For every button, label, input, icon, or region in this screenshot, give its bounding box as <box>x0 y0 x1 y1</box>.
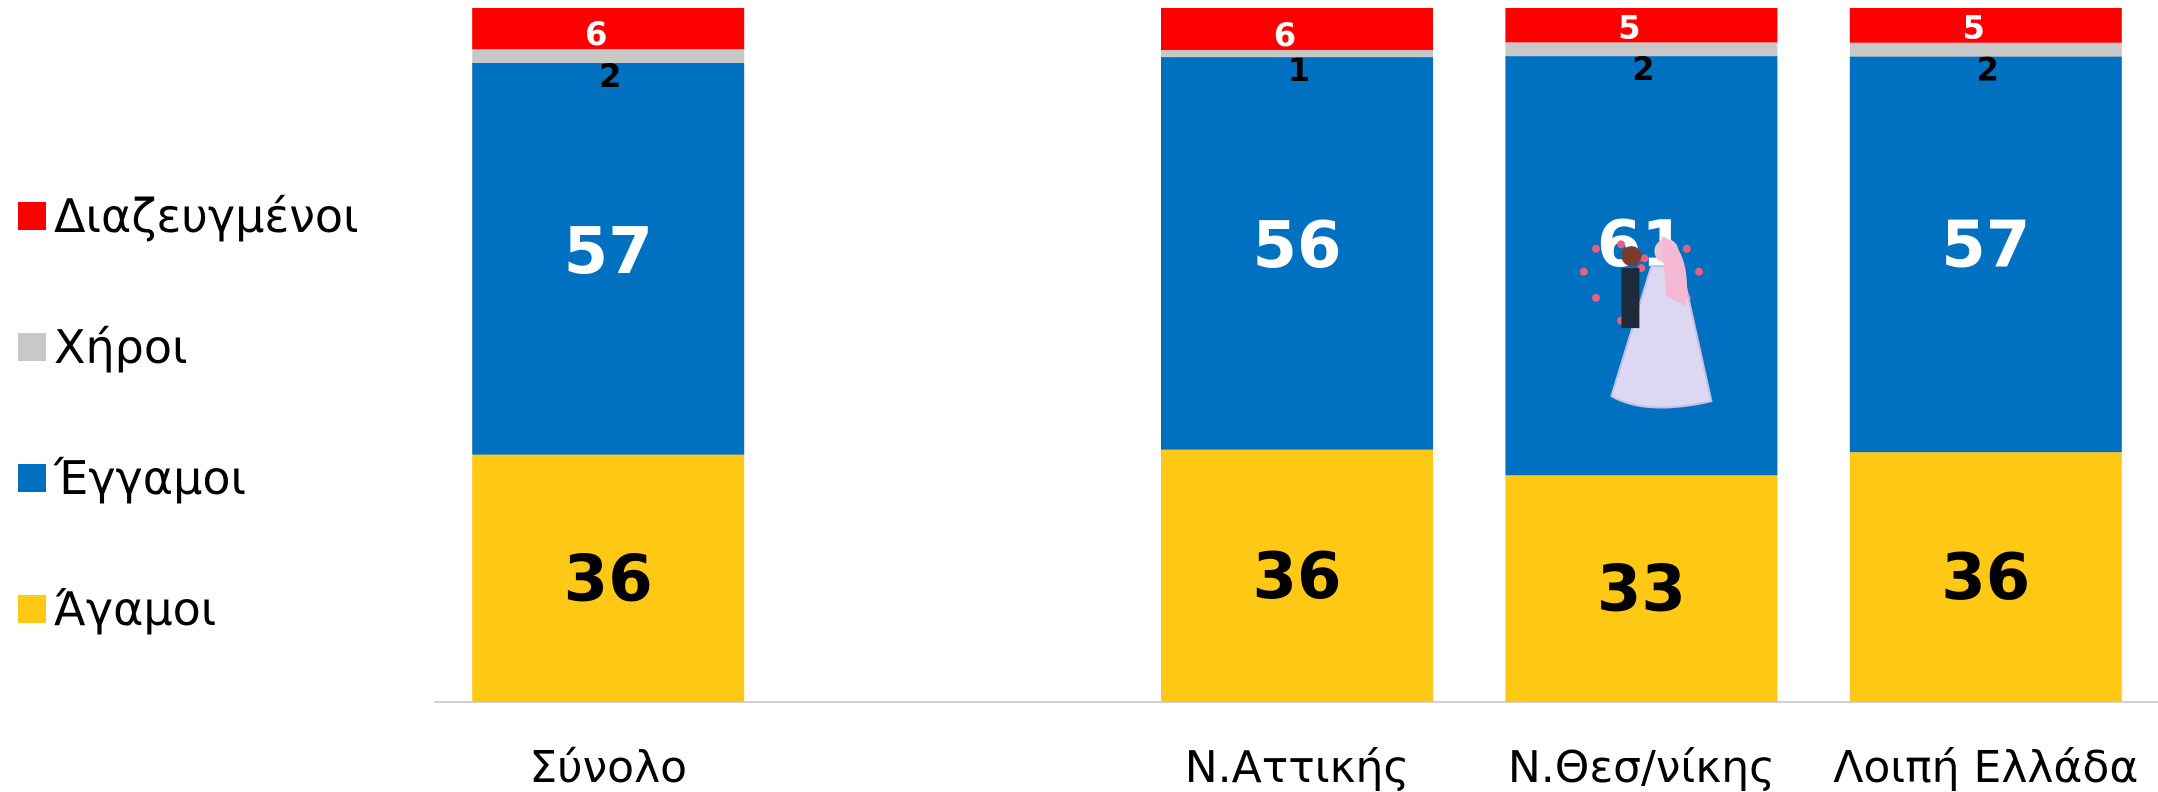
wedding-couple-icon <box>1579 236 1713 409</box>
legend-label-divorced: Διαζευγμένοι <box>54 188 359 243</box>
legend-swatch-widowed <box>18 332 46 361</box>
bar-segment-widowed <box>472 49 745 63</box>
bar-segment-married <box>1849 56 2122 453</box>
data-label-widowed: 2 <box>1632 50 1654 88</box>
legend: Διαζευγμένοι Χήροι Έγγαμοι Άγαμοι <box>18 150 359 674</box>
legend-swatch-single <box>18 594 46 623</box>
category-label: Λοιπή Ελλάδα <box>1833 742 2138 792</box>
bar-segment-divorced <box>1849 8 2122 43</box>
data-label-divorced: 5 <box>1618 8 1640 46</box>
legend-item-divorced: Διαζευγμένοι <box>18 150 359 281</box>
data-label-married: 57 <box>564 215 653 289</box>
bar-segment-widowed <box>1505 42 1778 57</box>
data-label-widowed: 2 <box>1977 51 1999 89</box>
bar-segment-divorced <box>1161 8 1433 51</box>
bar-segment-widowed <box>1161 50 1433 58</box>
legend-item-single: Άγαμοι <box>18 543 359 674</box>
bar-segment-single <box>1849 452 2122 702</box>
bar-segment-divorced <box>1505 8 1778 43</box>
bar-segment-single <box>472 454 745 702</box>
legend-label-single: Άγαμοι <box>54 581 217 636</box>
category-label: Ν.Θεσ/νίκης <box>1508 742 1775 792</box>
category-label: Ν.Αττικής <box>1185 742 1410 792</box>
legend-label-widowed: Χήροι <box>54 319 188 374</box>
data-label-divorced: 6 <box>585 15 607 53</box>
bar-segment-married <box>1161 57 1433 450</box>
data-label-married: 56 <box>1252 209 1341 283</box>
category-label: Σύνολο <box>529 742 687 792</box>
legend-swatch-married <box>18 463 46 492</box>
data-label-single: 33 <box>1597 553 1686 627</box>
data-label-divorced: 5 <box>1963 9 1985 47</box>
data-label-married: 57 <box>1941 209 2030 283</box>
legend-item-widowed: Χήροι <box>18 281 359 412</box>
legend-label-married: Έγγαμοι <box>54 450 247 505</box>
data-label-widowed: 1 <box>1288 51 1310 89</box>
legend-item-married: Έγγαμοι <box>18 412 359 543</box>
bar-segment-widowed <box>1849 42 2122 57</box>
data-label-single: 36 <box>1252 540 1341 614</box>
bar-segment-single <box>1161 449 1433 702</box>
legend-swatch-divorced <box>18 201 46 230</box>
data-label-single: 36 <box>1941 541 2030 615</box>
data-label-widowed: 2 <box>599 57 621 95</box>
bar-segment-single <box>1505 475 1778 702</box>
bar-segment-married <box>472 62 745 455</box>
data-label-divorced: 6 <box>1274 16 1296 54</box>
bar-segment-divorced <box>472 8 745 50</box>
data-label-single: 36 <box>564 542 653 616</box>
